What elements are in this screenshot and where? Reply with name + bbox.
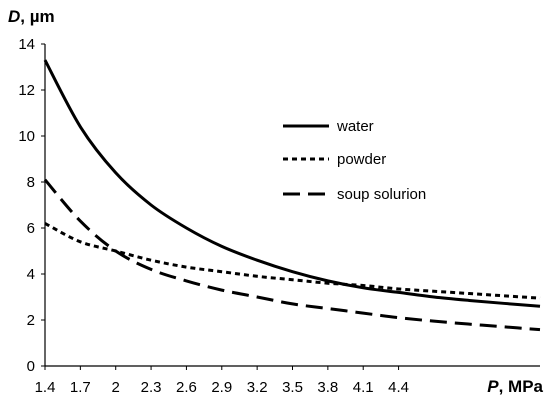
series-line-soup-solurion bbox=[43, 178, 541, 332]
axes bbox=[41, 43, 540, 370]
x-tick-label: 4.4 bbox=[388, 379, 409, 396]
x-tick-label: 1.4 bbox=[35, 379, 56, 396]
legend: water powder soup solurion bbox=[283, 118, 426, 203]
x-tick-label: 1.7 bbox=[70, 379, 91, 396]
x-tick-label: 2.9 bbox=[211, 379, 232, 396]
series-lines bbox=[43, 59, 541, 332]
y-tick-label: 6 bbox=[27, 220, 35, 237]
y-tick-label: 4 bbox=[27, 266, 35, 283]
legend-label-water: water bbox=[336, 118, 374, 135]
y-tick-label: 12 bbox=[18, 82, 35, 99]
x-axis-unit: , MPa bbox=[499, 377, 544, 396]
y-axis-unit: , µm bbox=[20, 7, 54, 26]
y-tick-label: 10 bbox=[18, 128, 35, 145]
y-tick-label: 14 bbox=[18, 36, 35, 53]
x-tick-labels: 1.4 1.7 2 2.3 2.6 2.9 3.2 3.5 3.8 4.1 4.4 bbox=[35, 379, 409, 396]
x-axis-label: P, MPa bbox=[487, 377, 543, 396]
x-tick-label: 2 bbox=[112, 379, 120, 396]
x-axis-variable: P bbox=[487, 377, 499, 396]
x-tick-label: 2.6 bbox=[176, 379, 197, 396]
y-tick-label: 8 bbox=[27, 174, 35, 191]
x-tick-label: 4.1 bbox=[353, 379, 374, 396]
y-tick-labels: 0 2 4 6 8 10 12 14 bbox=[18, 36, 35, 375]
legend-label-powder: powder bbox=[337, 151, 386, 168]
x-tick-label: 3.5 bbox=[282, 379, 303, 396]
x-tick-label: 3.2 bbox=[247, 379, 268, 396]
series-line-water bbox=[43, 59, 541, 308]
y-axis-title: D, µm bbox=[8, 7, 55, 26]
y-tick-label: 2 bbox=[27, 312, 35, 329]
x-tick-label: 3.8 bbox=[317, 379, 338, 396]
y-axis-variable: D bbox=[8, 7, 20, 26]
series-line-powder bbox=[44, 222, 541, 300]
y-axis-label: D, µm bbox=[8, 7, 55, 26]
legend-label-soup-solurion: soup solurion bbox=[337, 186, 426, 203]
y-tick-label: 0 bbox=[27, 358, 35, 375]
x-axis-title: P, MPa bbox=[487, 377, 543, 396]
x-tick-label: 2.3 bbox=[141, 379, 162, 396]
